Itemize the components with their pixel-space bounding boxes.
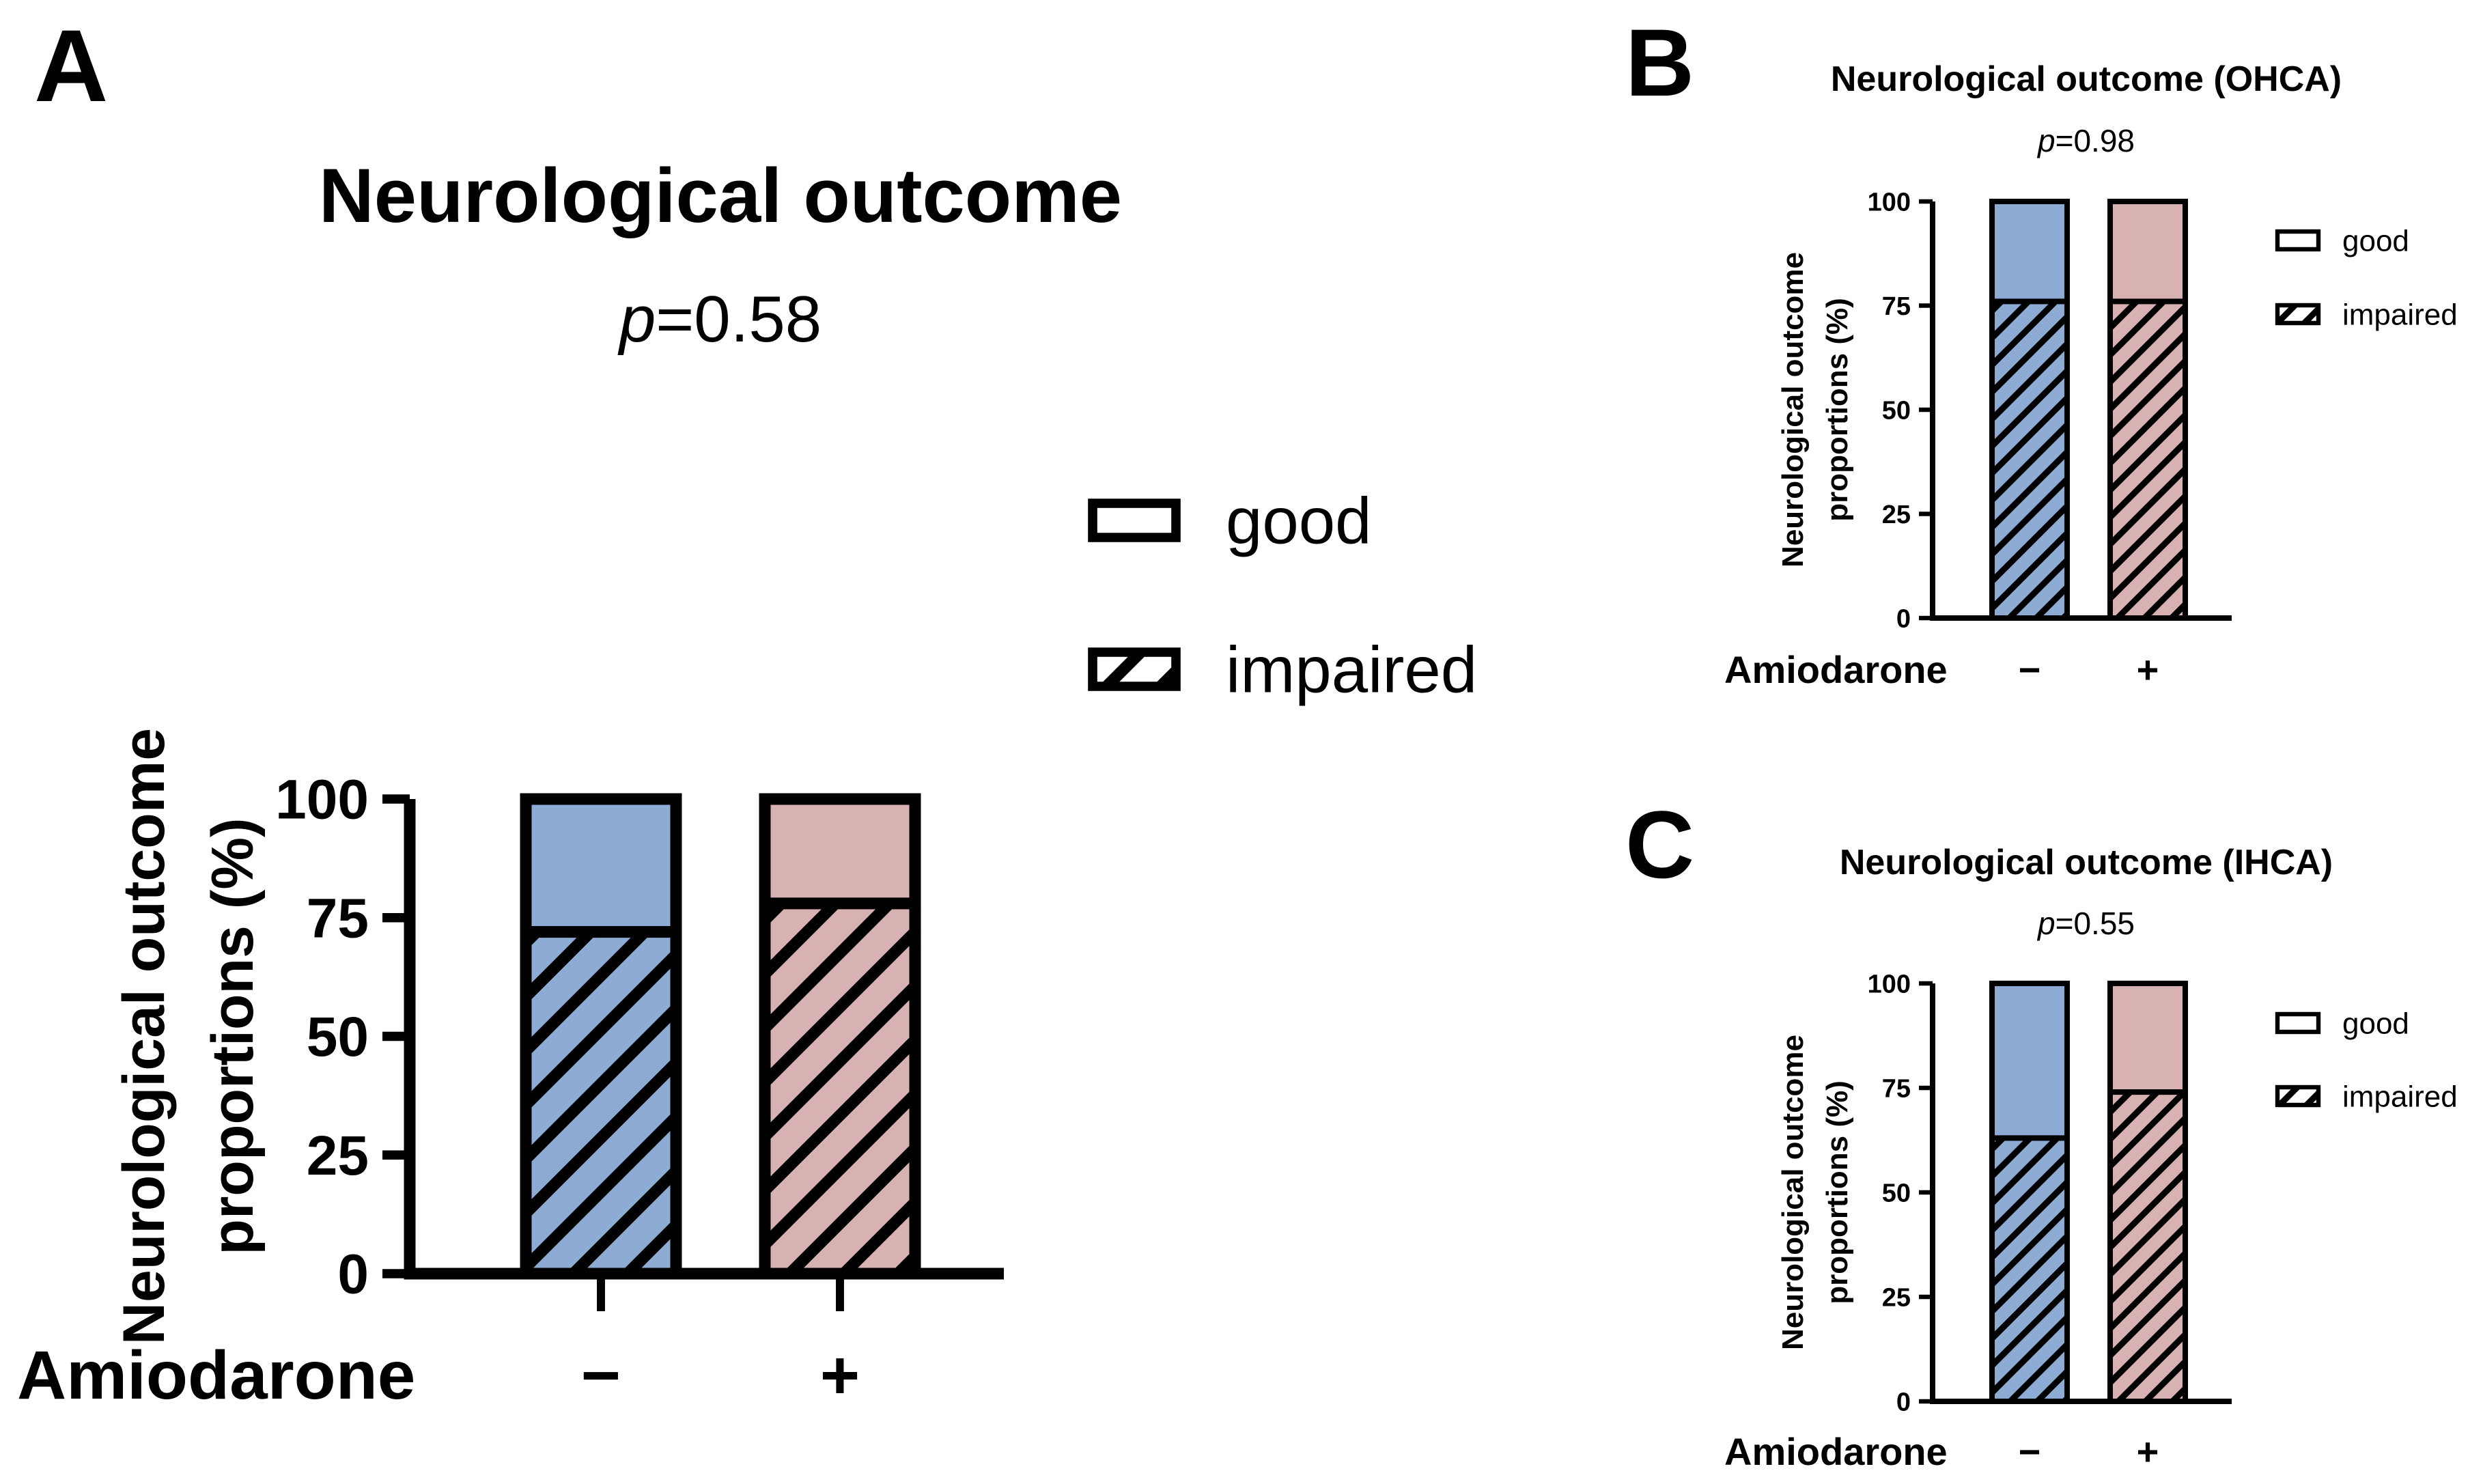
y-tick-label: 50 (1882, 1179, 1911, 1207)
legend-swatch-impaired (2275, 303, 2321, 326)
p-value-number: =0.98 (2056, 123, 2135, 158)
p-value-prefix: p (2036, 123, 2056, 158)
bar-good-1 (2107, 199, 2188, 305)
p-value-number: =0.55 (2056, 906, 2135, 941)
x-tick-label: − (581, 1337, 621, 1414)
bar-impaired-hatch-1 (2110, 301, 2185, 618)
legend-swatch-good (2275, 1011, 2321, 1035)
legend-swatch-good (2275, 229, 2321, 252)
p-value-prefix: p (2036, 906, 2056, 941)
bar-good-0 (1989, 981, 2070, 1141)
bar-good-1 (2107, 981, 2188, 1095)
y-tick-label: 0 (337, 1244, 369, 1306)
legend-swatch-good (1088, 499, 1181, 542)
y-axis-label-line1: Neurological outcome (111, 728, 177, 1345)
legend-swatch-impaired-hatch (1093, 652, 1176, 686)
x-tick-label: + (2137, 648, 2159, 691)
bar-good-0 (520, 793, 682, 938)
y-tick-label: 100 (1868, 188, 1911, 216)
x-tick-label: − (2019, 648, 2041, 691)
y-tick-label: 25 (1882, 501, 1911, 529)
chart-title: Neurological outcome (319, 153, 1122, 238)
x-tick-label: + (2137, 1430, 2159, 1473)
p-value-label: p=0.58 (617, 283, 822, 356)
p-value-label: p=0.55 (2036, 906, 2135, 941)
y-tick-label: 50 (307, 1006, 369, 1068)
x-tick-label: + (820, 1337, 860, 1414)
x-axis-label: Amiodarone (17, 1337, 415, 1414)
x-tick-label: − (2019, 1430, 2041, 1473)
p-value-label: p=0.98 (2036, 123, 2135, 158)
chart-panel-b: Neurological outcome (OHCA) p=0.98 − +0 25 50… (1724, 59, 2458, 691)
y-tick-label: 0 (1896, 1388, 1911, 1416)
bar-good-0 (1989, 199, 2070, 305)
legend-label-good: good (2342, 1007, 2409, 1040)
legend-label-impaired: impaired (2342, 1080, 2458, 1113)
p-value-number: =0.58 (656, 283, 822, 356)
y-tick-label: 25 (1882, 1283, 1911, 1312)
legend-label-impaired: impaired (2342, 298, 2458, 331)
y-tick-label: 75 (307, 887, 369, 949)
bar-good-1 (759, 793, 921, 910)
legend-swatch-impaired-hatch (2277, 305, 2318, 323)
chart-title: Neurological outcome (OHCA) (1831, 59, 2342, 99)
y-axis-label-line2: proportions (%) (1821, 298, 1854, 522)
chart-panel-c: Neurological outcome (IHCA) p=0.55 − +0 25 50… (1724, 843, 2458, 1473)
legend-swatch-impaired-hatch (2277, 1087, 2318, 1105)
chart-title: Neurological outcome (IHCA) (1840, 843, 2333, 882)
y-tick-label: 100 (1868, 970, 1911, 998)
legend-swatch-impaired (1088, 647, 1181, 691)
x-axis-label: Amiodarone (1724, 648, 1948, 691)
panel-letter-c: C (1625, 791, 1694, 898)
bar-impaired-hatch-0 (1992, 301, 2067, 618)
bar-impaired-hatch-0 (526, 932, 676, 1274)
y-axis-label-line1: Neurological outcome (1776, 1035, 1810, 1350)
bar-impaired-hatch-1 (2110, 1092, 2185, 1401)
legend-label-good: good (1226, 485, 1372, 558)
bar-impaired-hatch-0 (1992, 1138, 2067, 1401)
bar-impaired-hatch-1 (765, 903, 915, 1274)
chart-panel-a: Neurological outcome p=0.58 − +0 25 50 75 100 Ne… (17, 153, 1477, 1414)
y-axis-label-line2: proportions (%) (200, 817, 266, 1255)
y-tick-label: 75 (1882, 1074, 1911, 1103)
y-tick-label: 25 (307, 1125, 369, 1187)
panel-letter-a: A (34, 8, 108, 123)
p-value-prefix: p (617, 283, 656, 356)
y-tick-label: 100 (275, 769, 369, 831)
y-tick-label: 50 (1882, 396, 1911, 425)
legend-label-good: good (2342, 224, 2409, 257)
panel-letter-b: B (1625, 9, 1694, 116)
x-axis-label: Amiodarone (1724, 1430, 1948, 1473)
y-axis-label-line2: proportions (%) (1821, 1080, 1854, 1304)
legend-label-impaired: impaired (1226, 634, 1477, 707)
legend-swatch-impaired (2275, 1084, 2321, 1108)
y-tick-label: 75 (1882, 292, 1911, 321)
y-tick-label: 0 (1896, 604, 1911, 633)
y-axis-label-line1: Neurological outcome (1776, 252, 1810, 568)
